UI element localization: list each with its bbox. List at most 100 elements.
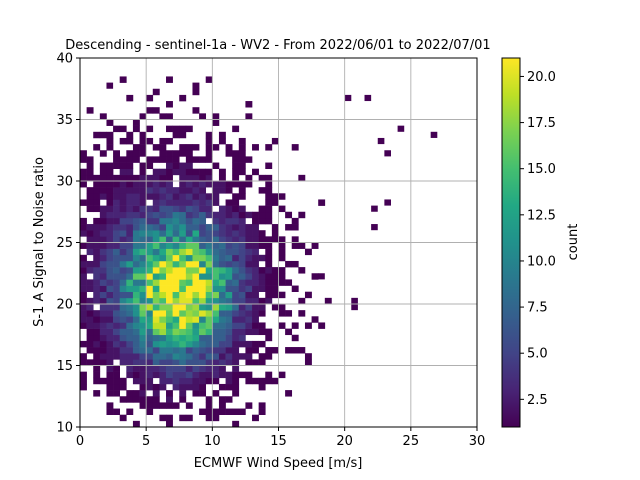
heatmap-cell <box>245 260 253 268</box>
heatmap-cell <box>212 119 220 126</box>
heatmap-cell <box>225 377 233 385</box>
heatmap-cell <box>185 199 193 206</box>
heatmap-cell <box>139 162 147 169</box>
heatmap-cell <box>232 365 240 372</box>
heatmap-cell <box>232 347 240 354</box>
heatmap-cell <box>258 230 266 237</box>
heatmap-cell <box>86 334 94 342</box>
heatmap-cell <box>152 371 160 379</box>
heatmap-cell <box>192 365 200 372</box>
heatmap-cell <box>245 297 253 305</box>
heatmap-cell <box>152 291 160 299</box>
heatmap-cell <box>152 199 160 206</box>
heatmap-cell <box>212 297 220 305</box>
heatmap-cell <box>106 390 114 397</box>
heatmap-cell <box>192 181 200 188</box>
heatmap-cell <box>179 371 187 379</box>
heatmap-cell <box>185 168 193 176</box>
heatmap-cell <box>238 328 246 336</box>
heatmap-cell <box>146 353 154 360</box>
heatmap-cell <box>132 396 140 403</box>
heatmap-cell <box>225 242 233 249</box>
heatmap-cell <box>245 316 253 323</box>
heatmap-cell <box>351 297 358 304</box>
heatmap-cell <box>179 359 187 366</box>
heatmap-cell <box>185 273 193 280</box>
heatmap-cell <box>113 267 120 274</box>
heatmap-cell <box>225 267 233 274</box>
heatmap-cell <box>146 260 154 268</box>
heatmap-cell <box>258 211 266 219</box>
heatmap-cell <box>86 242 94 249</box>
heatmap-cell <box>232 328 240 336</box>
heatmap-cell <box>166 150 173 157</box>
heatmap-cell <box>119 316 127 323</box>
heatmap-cell <box>166 113 173 120</box>
heatmap-cell <box>199 353 207 360</box>
heatmap-cell <box>113 340 120 348</box>
heatmap-cell <box>298 310 306 317</box>
heatmap-cell <box>99 304 107 311</box>
heatmap-cell <box>86 322 94 329</box>
heatmap-cell <box>185 297 193 305</box>
heatmap-cell <box>132 420 140 427</box>
heatmap-cell <box>238 217 246 225</box>
heatmap-cell <box>146 347 154 354</box>
heatmap-cell <box>99 236 107 243</box>
heatmap-cell <box>139 359 147 366</box>
heatmap-cell <box>179 285 187 292</box>
colorbar-tick-label: 10.0 <box>527 254 556 269</box>
heatmap-cell <box>212 347 220 354</box>
heatmap-cell <box>80 267 87 274</box>
heatmap-cell <box>86 236 94 243</box>
heatmap-cell <box>119 199 127 206</box>
y-tick-label: 40 <box>56 52 73 67</box>
heatmap-cell <box>212 273 220 280</box>
heatmap-cell <box>205 291 213 299</box>
heatmap-cell <box>218 408 226 415</box>
heatmap-cell <box>252 230 259 237</box>
heatmap-cell <box>126 267 134 274</box>
heatmap-cell <box>199 224 207 231</box>
heatmap-cell <box>192 371 200 379</box>
heatmap-cell <box>152 236 160 243</box>
heatmap-cell <box>218 217 226 225</box>
heatmap-cell <box>218 340 226 348</box>
heatmap-cell <box>106 402 114 409</box>
heatmap-cell <box>106 82 114 89</box>
heatmap-cell <box>258 285 266 292</box>
heatmap-cell <box>159 236 167 243</box>
heatmap-cell <box>245 230 253 237</box>
heatmap-cell <box>238 273 246 280</box>
heatmap-cell <box>258 340 266 348</box>
heatmap-cell <box>192 236 200 243</box>
heatmap-cell <box>252 304 259 311</box>
heatmap-cell <box>252 279 259 286</box>
heatmap-cell <box>139 211 147 219</box>
heatmap-cell <box>205 260 213 268</box>
heatmap-cell <box>99 291 107 299</box>
heatmap-cell <box>113 199 120 206</box>
heatmap-cell <box>159 113 167 120</box>
heatmap-cell <box>172 224 180 231</box>
heatmap-cell <box>166 242 173 249</box>
heatmap-cell <box>113 150 120 157</box>
heatmap-cell <box>113 205 120 213</box>
heatmap-cell <box>218 242 226 249</box>
heatmap-cell <box>185 260 193 268</box>
heatmap-cell <box>139 254 147 262</box>
heatmap-cell <box>205 304 213 311</box>
heatmap-cell <box>192 279 200 286</box>
heatmap-cell <box>218 334 226 342</box>
heatmap-cell <box>185 162 193 169</box>
heatmap-cell <box>205 414 213 422</box>
heatmap-cell <box>298 347 306 354</box>
heatmap-cell <box>212 340 220 348</box>
heatmap-cell <box>80 224 87 231</box>
heatmap-cell <box>185 279 193 286</box>
heatmap-cell <box>205 236 213 243</box>
heatmap-cell <box>212 193 220 200</box>
heatmap-cell <box>218 297 226 305</box>
heatmap-cell <box>139 150 147 157</box>
heatmap-cell <box>113 377 120 385</box>
